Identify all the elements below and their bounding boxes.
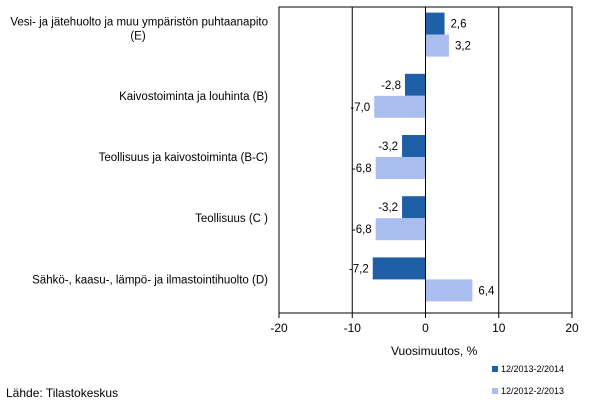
category-label: (E) — [130, 31, 146, 43]
value-label: 2,6 — [451, 19, 467, 31]
bar-previous — [425, 34, 449, 57]
x-tick-label: -20 — [270, 321, 288, 335]
value-label: -6,8 — [352, 163, 372, 175]
bar-current — [425, 12, 445, 35]
value-label: 6,4 — [478, 285, 495, 297]
bar-current — [404, 73, 426, 96]
value-labels: 2,6 3,2 -2,8 -7,0 -3,2 -6,8 -3,2 -6,8 -7,2 6,4 — [349, 19, 495, 298]
category-label: Teollisuus ja kaivostoiminta (B-C) — [99, 152, 269, 164]
legend-label: 12/2013-2/2014 — [501, 364, 564, 374]
bar-previous — [375, 218, 426, 241]
x-tick-label: 0 — [422, 321, 429, 335]
x-axis-title: Vuosimuutos, % — [391, 344, 478, 358]
value-label: -7,0 — [350, 102, 370, 114]
category-labels: Vesi- ja jätehuolto ja muu ympäristön pu… — [10, 17, 268, 287]
legend-swatch — [492, 388, 498, 394]
value-label: -3,2 — [378, 202, 398, 214]
x-tick-label: 10 — [492, 321, 506, 335]
value-label: -6,8 — [352, 224, 372, 236]
value-label: -7,2 — [349, 263, 369, 275]
category-label: Teollisuus (C ) — [195, 213, 268, 225]
value-label: -3,2 — [378, 141, 398, 153]
bar-previous — [425, 279, 473, 302]
legend-label: 12/2012-2/2013 — [501, 386, 564, 396]
category-label: Kaivostoiminta ja louhinta (B) — [119, 91, 268, 103]
bar-previous — [374, 95, 426, 118]
category-label: Vesi- ja jätehuolto ja muu ympäristön pu… — [10, 17, 268, 29]
x-tick-label: -10 — [344, 321, 362, 335]
source-note: Lähde: Tilastokeskus — [6, 386, 118, 400]
bar-current — [402, 196, 426, 219]
legend-swatch — [492, 366, 498, 372]
bars — [372, 12, 473, 302]
legend: 12/2013-2/2014 12/2012-2/2013 — [492, 364, 564, 396]
x-axis: -20 -10 0 10 20 — [270, 7, 579, 335]
bar-current — [372, 257, 426, 280]
value-label: -2,8 — [381, 80, 401, 92]
category-label: Sähkö-, kaasu-, lämpö- ja ilmastointihuo… — [32, 274, 268, 286]
x-tick-label: 20 — [565, 321, 579, 335]
bar-current — [402, 135, 426, 157]
value-label: 3,2 — [455, 41, 471, 53]
bar-previous — [375, 157, 426, 179]
